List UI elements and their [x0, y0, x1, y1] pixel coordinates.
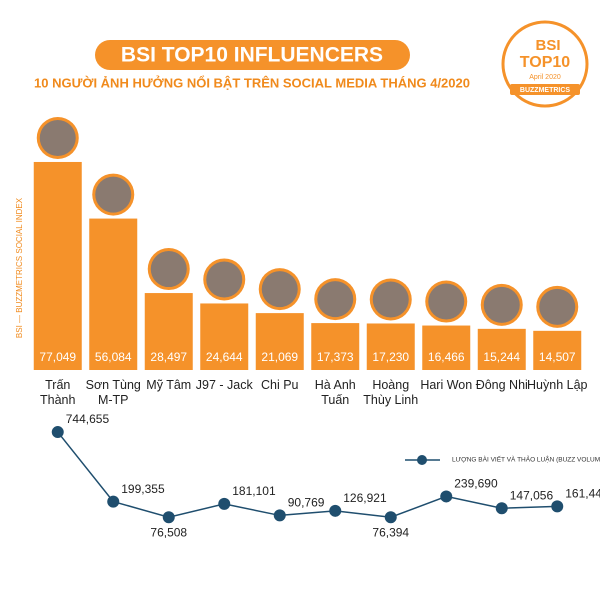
- bar: [89, 218, 138, 370]
- chart-title: BSI TOP10 INFLUENCERS: [121, 44, 383, 67]
- chart-subtitle: 10 NGƯỜI ẢNH HƯỞNG NỔI BẬT TRÊN SOCIAL M…: [34, 75, 470, 90]
- avatar: [206, 261, 243, 298]
- bar: [366, 323, 415, 370]
- marker: [495, 502, 508, 515]
- value-label: 181,101: [232, 484, 276, 498]
- value-label: 161,446: [565, 487, 600, 501]
- value-label: 126,921: [343, 491, 387, 505]
- x-tick-label: Hari Won: [420, 378, 473, 392]
- marker: [273, 509, 286, 522]
- value-label: 90,769: [288, 496, 325, 510]
- bar: [311, 323, 360, 370]
- value-label: 77,049: [39, 350, 76, 364]
- badge-brand: BUZZMETRICS: [520, 87, 570, 94]
- avatar: [95, 176, 132, 213]
- avatar: [150, 251, 187, 288]
- title-pill: [95, 40, 410, 70]
- badge-line1: BSI: [535, 37, 560, 54]
- avatar: [428, 283, 465, 320]
- badge-brand-box: [510, 84, 580, 95]
- bar: [200, 303, 249, 370]
- value-label: 76,394: [372, 525, 409, 539]
- avatar: [539, 288, 576, 325]
- badge-date: April 2020: [529, 74, 561, 81]
- value-label: 199,355: [121, 482, 165, 496]
- x-tick-label: Mỹ Tâm: [146, 378, 192, 392]
- avatar: [372, 281, 409, 318]
- value-label: 76,508: [150, 525, 187, 539]
- value-label: 16,466: [428, 350, 465, 364]
- marker: [329, 504, 342, 517]
- avatar: [483, 286, 520, 323]
- x-tick-label: Trấn Thành: [40, 378, 76, 407]
- legend-marker: [417, 455, 427, 465]
- value-label: 28,497: [150, 350, 187, 364]
- x-tick-label: Hoàng Thùy Linh: [363, 378, 419, 407]
- marker: [384, 511, 397, 524]
- bar: [422, 325, 471, 370]
- badge-line2: TOP10: [520, 54, 571, 71]
- avatar: [39, 119, 76, 156]
- x-tick-label: Đông Nhi: [475, 378, 528, 392]
- value-label: 56,084: [95, 350, 132, 364]
- x-tick-label: Sơn Tùng M-TP: [85, 378, 141, 407]
- marker: [51, 426, 64, 439]
- bar: [255, 313, 304, 370]
- bar: [33, 161, 82, 370]
- value-label: 17,373: [317, 350, 354, 364]
- legend-label: LƯỢNG BÀI VIẾT VÀ THẢO LUẬN (BUZZ VOLUME…: [452, 454, 600, 464]
- avatar: [261, 271, 298, 308]
- y-axis-label: BSI — BUZZMETRICS SOCIAL INDEX: [15, 197, 24, 338]
- x-tick-label: Huỳnh Lập: [527, 378, 588, 392]
- bar: [477, 328, 526, 370]
- value-label: 24,644: [206, 350, 243, 364]
- x-tick-label: J97 - Jack: [195, 378, 253, 392]
- value-label: 239,690: [454, 477, 498, 491]
- marker: [162, 511, 175, 524]
- bar: [533, 330, 582, 370]
- x-tick-label: Hà Anh Tuấn: [314, 378, 356, 407]
- marker: [218, 497, 231, 510]
- value-label: 15,244: [483, 350, 520, 364]
- value-label: 147,056: [510, 488, 554, 502]
- avatar: [317, 281, 354, 318]
- marker: [551, 500, 564, 513]
- value-label: 21,069: [261, 350, 298, 364]
- marker: [107, 495, 120, 508]
- line: [57, 431, 558, 519]
- value-label: 744,655: [66, 412, 110, 426]
- value-label: 17,230: [372, 350, 409, 364]
- value-label: 14,507: [539, 350, 576, 364]
- marker: [440, 490, 453, 503]
- bar: [144, 293, 193, 370]
- x-tick-label: Chi Pu: [260, 378, 299, 392]
